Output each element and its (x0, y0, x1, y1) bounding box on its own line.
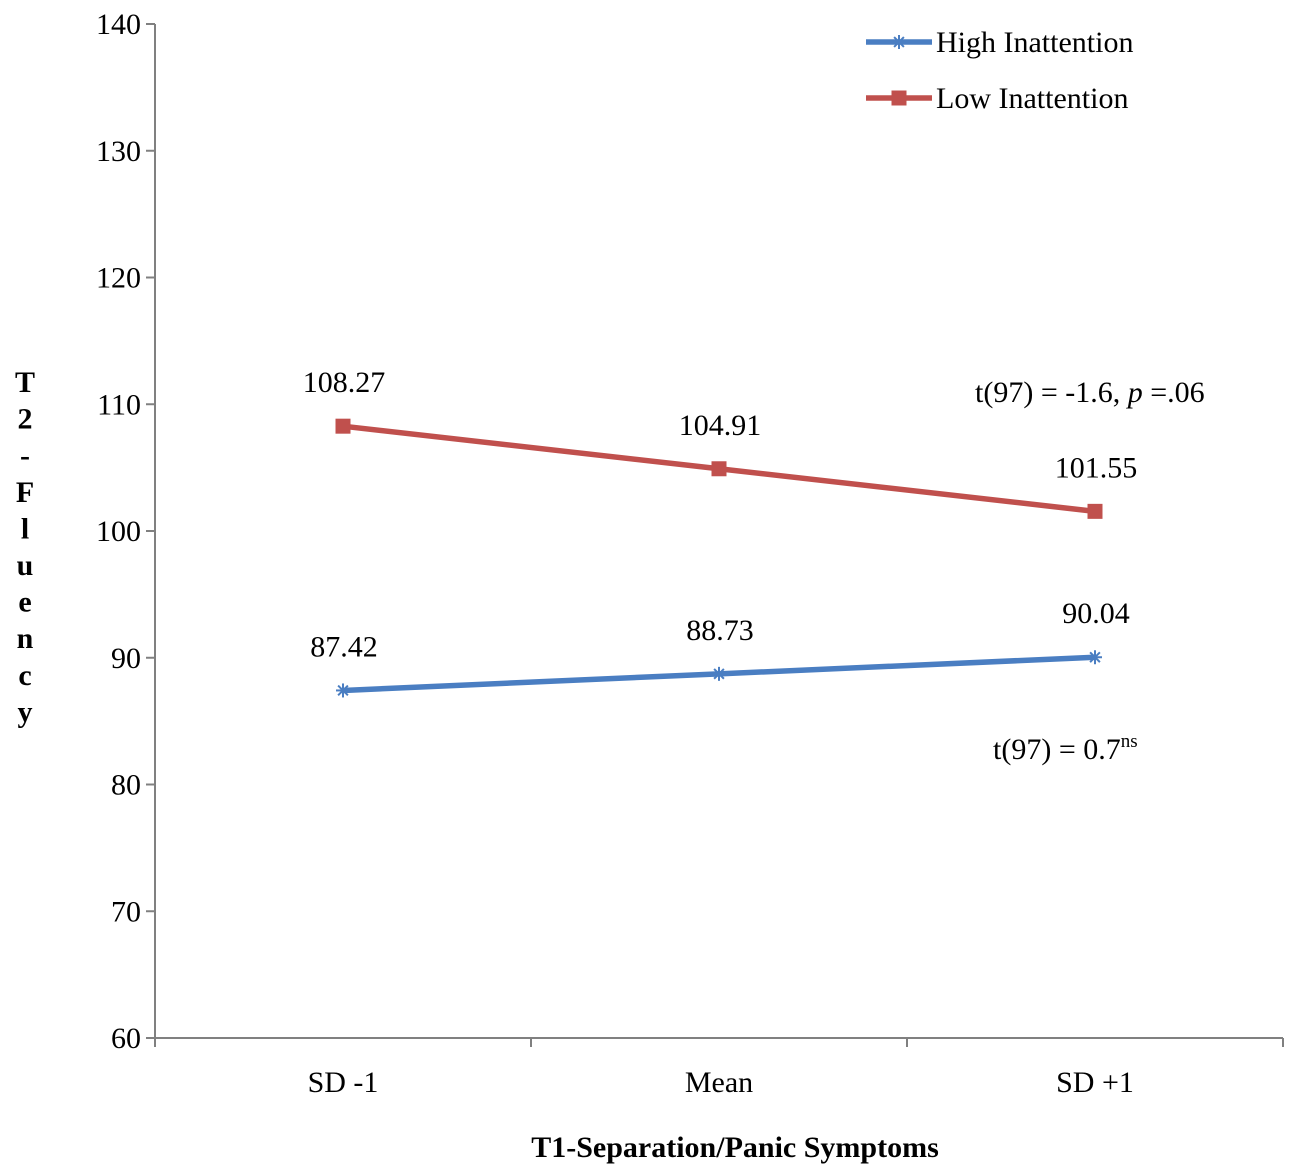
y-axis-title-char: T (15, 366, 35, 399)
data-point (1088, 650, 1102, 665)
x-axis-title: T1-Separation/Panic Symptoms (531, 1131, 939, 1164)
y-axis-ticks: 60 70 80 90 100 110 120 130 140 (96, 8, 155, 1055)
y-tick-label: 140 (96, 8, 141, 41)
data-label: 90.04 (1062, 597, 1130, 630)
y-tick-label: 100 (96, 515, 141, 548)
y-axis-title-char: l (21, 512, 29, 545)
y-tick-label: 80 (111, 769, 141, 802)
legend-item: High Inattention (866, 26, 1133, 59)
data-point (335, 418, 351, 434)
y-axis-title-char: y (18, 695, 33, 728)
data-label: 88.73 (686, 614, 754, 647)
y-tick-label: 60 (111, 1022, 141, 1055)
data-label: 87.42 (310, 630, 378, 663)
data-point (1087, 503, 1103, 519)
annot-high-sup: ns (1121, 731, 1138, 752)
x-axis-ticks: SD -1 Mean SD +1 (154, 1038, 1284, 1099)
legend-label: High Inattention (936, 26, 1133, 59)
y-axis-title-char: F (16, 476, 34, 509)
y-tick-label: 70 (111, 895, 141, 928)
data-point (712, 666, 726, 681)
data-point (711, 461, 727, 477)
legend: High Inattention Low Inattention (866, 26, 1133, 115)
annot-low-suffix: =.06 (1143, 376, 1205, 409)
x-tick-label: Mean (685, 1066, 753, 1099)
y-axis-title-char: - (20, 439, 30, 472)
legend-label: Low Inattention (936, 82, 1128, 115)
y-axis-title-char: u (17, 549, 34, 582)
annot-high-main: t(97) = 0.7 (993, 733, 1121, 766)
data-point (336, 683, 350, 698)
y-axis-title-char: 2 (18, 403, 33, 436)
x-tick-label: SD +1 (1056, 1066, 1134, 1099)
y-axis-title-char: n (17, 622, 34, 655)
y-tick-label: 110 (97, 388, 141, 421)
y-axis-title-char: e (18, 586, 31, 619)
annot-low-prefix: t(97) = -1.6, (975, 376, 1128, 409)
legend-item: Low Inattention (866, 82, 1128, 115)
legend-marker (891, 90, 907, 106)
data-label: 108.27 (303, 366, 386, 399)
legend-marker (892, 35, 906, 49)
series-layer: 87.42 88.73 90.04 108.27 104.91 101.55 (303, 366, 1138, 698)
low-inattention-test-annotation: t(97) = -1.6, p =.06 (975, 376, 1205, 409)
y-axis-title-char: c (18, 659, 31, 692)
x-tick-label: SD -1 (308, 1066, 379, 1099)
high-inattention-test-annotation: t(97) = 0.7ns (993, 731, 1138, 766)
annot-low-italic: p (1126, 376, 1143, 409)
y-tick-label: 90 (111, 642, 141, 675)
y-tick-label: 130 (96, 135, 141, 168)
data-label: 104.91 (679, 409, 762, 442)
data-label: 101.55 (1055, 451, 1138, 484)
y-tick-label: 120 (96, 262, 141, 295)
